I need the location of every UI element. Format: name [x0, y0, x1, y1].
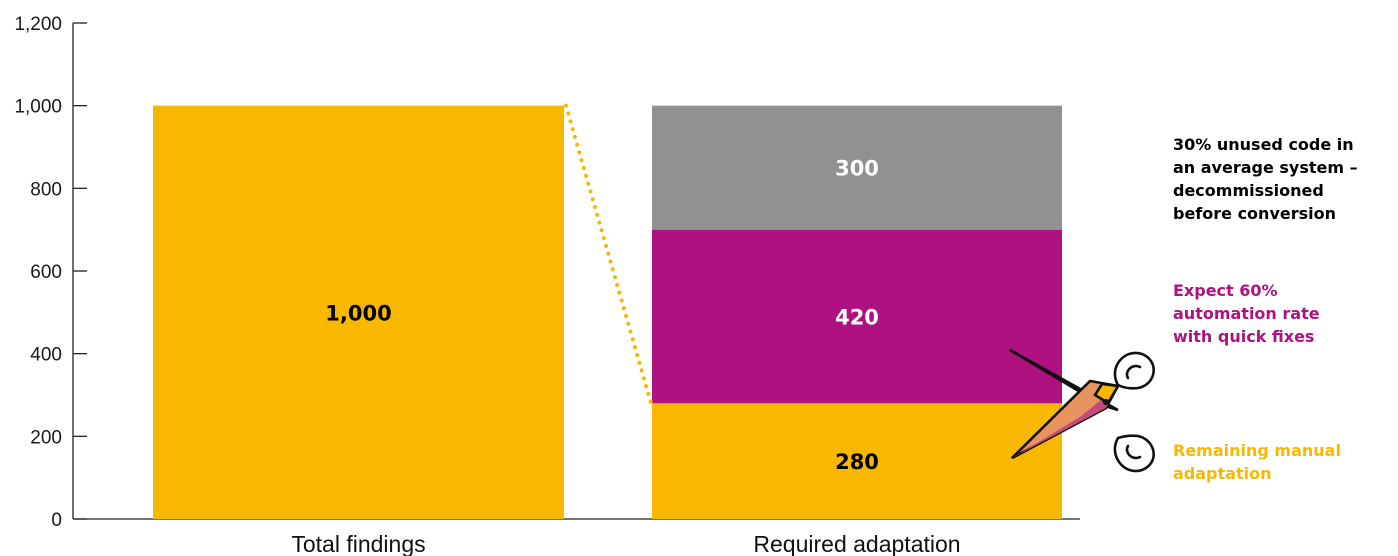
y-tick-label: 400 [30, 345, 62, 366]
bar-total-findings [153, 105, 564, 520]
annotation-line: adaptation [1173, 464, 1271, 483]
bar-segment [652, 105, 1062, 230]
category-labels: Total findings Required adaptation [291, 531, 960, 556]
annotation-line: decommissioned [1173, 181, 1324, 200]
scissors-icon [1009, 348, 1155, 473]
annotation-line: 30% unused code in [1173, 135, 1354, 154]
value-label: 300 [835, 157, 879, 181]
connector-line [564, 103, 653, 406]
annotations: 30% unused code in an average system – dec… [1173, 135, 1358, 483]
y-tick-label: 600 [30, 262, 62, 283]
bar-segment [652, 229, 1062, 404]
category-label: Total findings [291, 531, 425, 556]
category-label: Required adaptation [753, 531, 960, 556]
annotation-line: before conversion [1173, 204, 1336, 223]
value-label: 1,000 [325, 301, 391, 325]
annotation-line: an average system – [1173, 158, 1358, 177]
value-label: 280 [835, 450, 879, 474]
annotation-line: with quick fixes [1173, 327, 1314, 346]
y-tick-label: 1,200 [14, 14, 62, 35]
bars [153, 105, 1062, 520]
bar-segment [652, 403, 1062, 519]
connector-dotted-line [564, 103, 653, 406]
annotation-line: Remaining manual [1173, 441, 1341, 460]
y-tick-label: 1,000 [14, 97, 62, 118]
value-labels: 1,000 280 420 300 [325, 157, 879, 474]
y-tick-label: 200 [30, 427, 62, 448]
value-label: 420 [835, 305, 879, 329]
annotation-line: Expect 60% [1173, 281, 1278, 300]
annotation-line: automation rate [1173, 304, 1320, 323]
y-tick-label: 800 [30, 179, 62, 200]
y-tick-label: 0 [51, 510, 62, 531]
